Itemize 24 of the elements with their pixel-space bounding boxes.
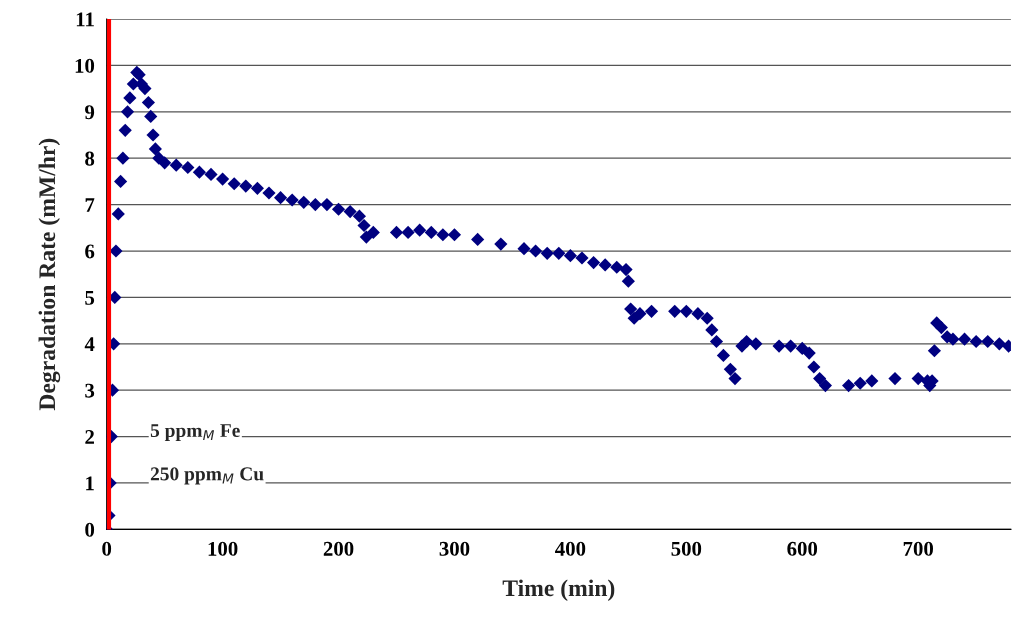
x-tick-label: 600 [787,541,818,556]
x-axis-title: Time (min) [502,579,615,601]
y-tick-label: 3 [85,383,95,398]
x-tick-label: 200 [323,541,354,556]
y-tick-label: 7 [85,198,95,212]
annotation: 5 ppm$_{M}$ Fe [150,424,240,441]
y-tick-label: 2 [85,430,94,444]
y-tick-label: 0 [85,522,95,537]
x-tick-label: 500 [671,541,702,556]
y-tick-label: 11 [76,12,94,27]
y-tick-label: 1 [86,476,94,491]
x-tick-label: 400 [555,541,586,556]
y-tick-label: 4 [84,337,95,352]
x-tick-label: 0 [102,541,112,556]
x-tick-label: 700 [903,541,934,556]
x-tick-label: 300 [439,541,470,556]
y-axis-title: Degradation Rate (mM/hr) [38,138,61,411]
annotation: 250 ppm$_{M}$ Cu [150,467,264,485]
y-tick-label: 6 [85,244,95,259]
y-tick-label: 8 [85,151,95,166]
y-tick-label: 10 [75,58,95,73]
y-tick-label: 9 [85,105,95,120]
x-tick-label: 100 [208,541,238,556]
y-tick-label: 5 [85,290,95,305]
